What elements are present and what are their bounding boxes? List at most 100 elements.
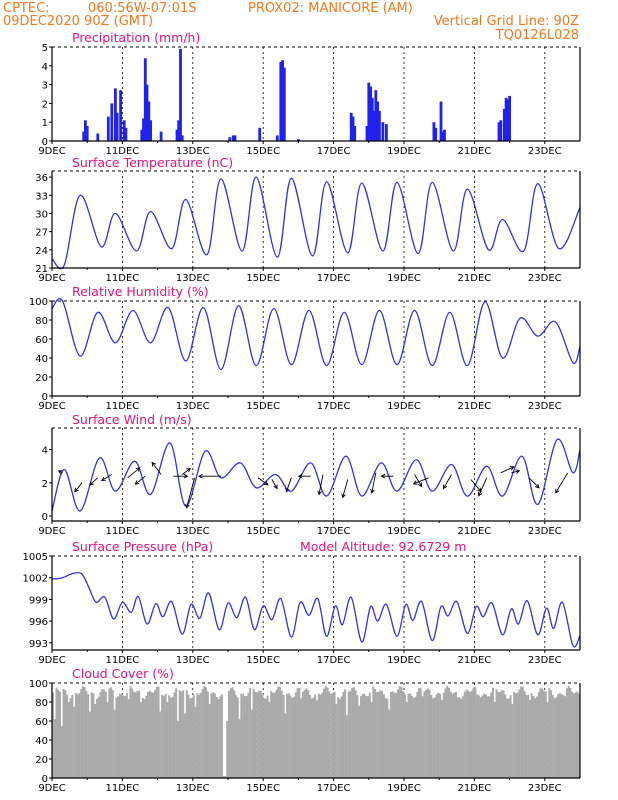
cloud-bar — [567, 685, 570, 778]
x-tick-label: 21DEC — [458, 273, 492, 284]
cloud-bar — [280, 690, 283, 778]
cloud-bar — [301, 691, 304, 778]
cloud-bar — [205, 687, 208, 778]
precip-bar — [279, 62, 283, 141]
cloud-bar — [412, 698, 415, 778]
cloud-bar — [476, 694, 479, 778]
cloud-bar — [573, 693, 575, 778]
cloud-bar — [256, 692, 259, 778]
cloud-bar — [305, 688, 308, 778]
cloud-bar — [57, 689, 60, 778]
cloud-bar — [296, 688, 299, 778]
precip-bar — [115, 112, 119, 141]
precip-bar — [365, 126, 369, 141]
precip-bar — [374, 90, 378, 141]
cloud-bar — [411, 695, 413, 778]
cloud-bar — [282, 694, 285, 778]
cloud-bar — [428, 690, 431, 778]
cloud-bar — [404, 694, 406, 778]
cloud-bar — [388, 709, 391, 778]
cloud-bar — [467, 690, 470, 778]
y-tick-label: 40 — [35, 736, 48, 747]
precip-bar — [367, 82, 371, 141]
cloud-bar — [407, 693, 410, 778]
header-location: PROX02: MANICORE (AM) — [248, 1, 413, 16]
cloud-bar — [293, 696, 296, 778]
wind-arrow — [413, 477, 429, 485]
cloud-bar — [379, 690, 382, 778]
cloud-bar — [191, 697, 193, 778]
cloud-bar — [578, 693, 581, 778]
x-tick-label: 9DEC — [38, 273, 65, 284]
cloud-bar — [389, 691, 392, 778]
panel-title: Cloud Cover (%) — [72, 666, 174, 681]
x-tick-label: 23DEC — [528, 526, 562, 537]
cloud-bar — [433, 697, 436, 778]
cloud-bar — [574, 692, 577, 778]
precip-bar — [353, 126, 357, 141]
cloud-bar — [370, 702, 373, 778]
x-tick-label: 21DEC — [458, 526, 492, 537]
cloud-bar — [437, 692, 440, 778]
cloud-bar — [342, 691, 345, 778]
precip-bar — [369, 86, 372, 141]
precip-bar — [258, 127, 262, 141]
cloud-bar — [101, 689, 104, 778]
cloud-bar — [201, 688, 204, 778]
precip-bar — [504, 97, 508, 141]
cloud-bar — [551, 695, 554, 778]
wind-arrow-head — [134, 480, 140, 485]
x-tick-label: 13DEC — [176, 146, 210, 157]
precip-bar — [82, 131, 86, 141]
cloud-bar — [550, 690, 553, 778]
cloud-bar — [560, 694, 563, 778]
cloud-bar — [527, 695, 530, 778]
x-tick-label: 21DEC — [458, 401, 492, 412]
cloud-bar — [90, 692, 93, 778]
cloud-bar — [161, 694, 164, 778]
cloud-bar — [490, 692, 493, 778]
y-tick-label: 80 — [35, 698, 48, 709]
y-tick-label: 0 — [42, 512, 48, 523]
cloud-bar — [309, 694, 311, 778]
cloud-bar — [224, 776, 227, 778]
wind-arrow — [470, 479, 482, 492]
cloud-bar — [254, 691, 257, 778]
cloud-bar — [272, 692, 274, 778]
cloud-bar — [143, 699, 146, 778]
cloud-bar — [331, 693, 334, 778]
cloud-bar — [279, 686, 281, 778]
cloud-bar — [60, 725, 63, 779]
y-tick-label: 24 — [35, 246, 48, 257]
cloud-bar — [194, 706, 197, 779]
cloud-bar — [169, 697, 172, 778]
precip-bar — [351, 116, 355, 141]
precip-bar — [106, 116, 110, 141]
precip-bar — [385, 124, 388, 141]
cloud-bar — [395, 692, 398, 778]
cloud-bar — [571, 691, 574, 778]
wind-arrow-head — [370, 488, 375, 494]
panel-annotation: Model Altitude: 92.6729 m — [300, 539, 466, 554]
cloud-bar — [345, 715, 348, 778]
cloud-bar — [104, 691, 107, 778]
panel-2: Surface Temperature (nC) 21 24 27 30 33 36 9DEC… — [35, 155, 581, 284]
cloud-bar — [539, 688, 542, 778]
cloud-bar — [291, 697, 294, 778]
cloud-bar — [409, 693, 412, 778]
x-tick-label: 19DEC — [387, 401, 421, 412]
y-tick-label: 60 — [35, 335, 48, 346]
precip-bar — [439, 101, 443, 141]
wind-arrow — [101, 474, 113, 481]
cloud-bar — [532, 696, 535, 778]
wind-arrow — [151, 462, 162, 475]
cloud-bar — [465, 689, 468, 778]
x-tick-label: 23DEC — [528, 273, 562, 284]
cloud-bar — [147, 691, 149, 778]
cloud-bar — [74, 693, 77, 778]
precip-bar — [147, 101, 151, 141]
y-tick-label: 5 — [42, 43, 48, 54]
cloud-bar — [226, 721, 229, 778]
wind-arrow-head — [198, 473, 203, 479]
cloud-bar — [133, 691, 135, 778]
